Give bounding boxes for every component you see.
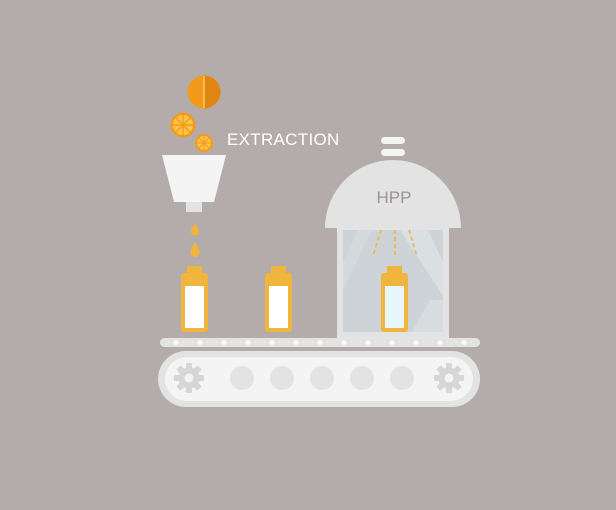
gear-icon	[434, 363, 464, 393]
extraction-label: EXTRACTION	[227, 130, 340, 149]
hpp-dome	[325, 160, 461, 228]
roller	[230, 366, 254, 390]
conveyor-belt	[158, 351, 480, 407]
funnel-icon	[162, 155, 226, 212]
pressure-lines	[372, 229, 418, 257]
roller	[390, 366, 414, 390]
gear-icon	[174, 363, 204, 393]
hpp-cap-bottom	[381, 149, 405, 156]
hpp-cap-top	[381, 137, 405, 144]
hpp-label: HPP	[377, 188, 412, 207]
roller	[310, 366, 334, 390]
juice-drop-icon	[190, 242, 200, 257]
bottle-icon	[265, 266, 292, 332]
roller	[350, 366, 374, 390]
bottle-icon	[381, 266, 408, 332]
juice-drop-icon	[191, 223, 199, 236]
orange-slice-icon	[170, 112, 196, 138]
bottle-icon	[181, 266, 208, 332]
orange-icon	[187, 75, 221, 109]
conveyor-rail	[160, 338, 480, 347]
orange-slice-small-icon	[195, 134, 213, 152]
roller	[270, 366, 294, 390]
